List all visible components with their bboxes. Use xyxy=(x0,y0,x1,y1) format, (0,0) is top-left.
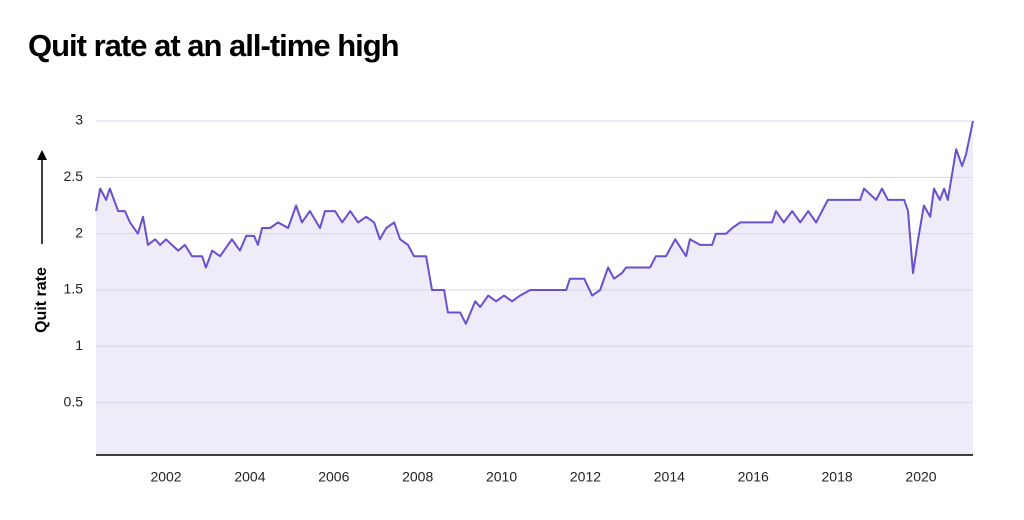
x-tick-label: 2018 xyxy=(822,469,853,485)
y-tick-label: 1.5 xyxy=(64,281,84,297)
y-tick-label: 1 xyxy=(75,337,83,353)
y-axis-label: Quit rate xyxy=(33,267,50,333)
x-tick-label: 2004 xyxy=(234,469,265,485)
y-tick-label: 2 xyxy=(75,224,83,240)
x-tick-label: 2016 xyxy=(738,469,769,485)
x-tick-label: 2010 xyxy=(486,469,517,485)
x-tick-label: 2008 xyxy=(402,469,433,485)
x-tick-label: 2012 xyxy=(570,469,601,485)
y-axis-arrowhead xyxy=(37,150,47,160)
x-tick-label: 2006 xyxy=(318,469,349,485)
line xyxy=(95,120,974,325)
x-tick-label: 2002 xyxy=(150,469,181,485)
y-tick-label: 3 xyxy=(75,112,83,128)
y-tick-label: 0.5 xyxy=(64,393,84,409)
area-fill xyxy=(96,121,973,455)
y-tick-label: 2.5 xyxy=(64,168,84,184)
x-tick-label: 2020 xyxy=(905,469,936,485)
chart-title: Quit rate at an all-time high xyxy=(28,28,399,63)
x-tick-label: 2014 xyxy=(654,469,685,485)
